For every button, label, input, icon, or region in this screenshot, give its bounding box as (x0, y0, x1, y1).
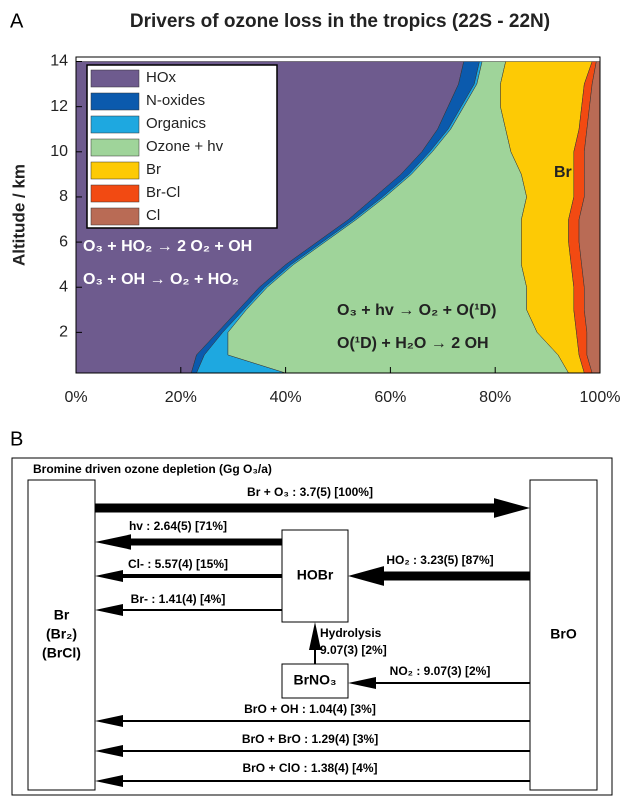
y-tick-label: 4 (59, 278, 68, 295)
legend-swatch (90, 161, 140, 180)
node-label: BrNO₃ (293, 672, 336, 688)
panel-label: A (10, 10, 24, 32)
edge-label: Br- : 1.41(4) [4%] (131, 592, 226, 606)
edge-label: BrO + ClO : 1.38(4) [4%] (242, 761, 377, 775)
legend-label: Br (146, 161, 161, 178)
node-label: Br (54, 607, 70, 623)
annotation: Br (554, 164, 572, 181)
legend-swatch (90, 207, 140, 226)
node-label: (BrCl) (42, 645, 81, 661)
y-tick-label: 8 (59, 188, 68, 205)
legend-swatch (90, 115, 140, 134)
y-axis-label: Altitude / km (9, 164, 28, 266)
arrow-head (95, 745, 123, 757)
area (578, 61, 600, 373)
annotation: O₃ + hv → O₂ + O(¹D) (337, 302, 496, 319)
legend-swatch (90, 184, 140, 203)
annotation: O(¹D) + H₂O → 2 OH (337, 335, 489, 352)
edge-label: BrO + OH : 1.04(4) [3%] (244, 702, 376, 716)
node-box (281, 663, 349, 699)
arrow-head (309, 622, 321, 650)
y-tick-label: 2 (59, 324, 68, 341)
edge-label: 9.07(3) [2%] (320, 643, 387, 657)
plot-frame (75, 56, 601, 374)
arrow-head (494, 498, 530, 518)
edge-label: Hydrolysis (320, 626, 382, 640)
node-box (27, 479, 96, 791)
legend-swatch (90, 69, 140, 88)
arrow-head (348, 566, 384, 586)
arrow-head (95, 715, 123, 727)
node-box (281, 529, 349, 623)
x-tick-label: 40% (270, 389, 302, 406)
node-label: BrO (550, 626, 577, 642)
annotation: O₃ + HO₂ → 2 O₂ + OH (83, 238, 252, 255)
legend-swatch (90, 138, 140, 157)
legend-label: HOx (146, 69, 177, 86)
y-tick-label: 12 (50, 98, 68, 115)
edge-label: Cl- : 5.57(4) [15%] (128, 557, 228, 571)
y-tick-label: 10 (50, 143, 68, 160)
legend-label: Cl (146, 207, 160, 224)
x-tick-label: 80% (479, 389, 511, 406)
arrow-head (348, 677, 376, 689)
legend-label: N-oxides (146, 92, 205, 109)
x-tick-label: 20% (165, 389, 197, 406)
edge-label: BrO + BrO : 1.29(4) [3%] (242, 732, 378, 746)
legend-label: Br-Cl (146, 184, 180, 201)
x-tick-label: 0% (64, 389, 87, 406)
arrow-head (95, 604, 123, 616)
edge-label: Br + O₃ : 3.7(5) [100%] (247, 485, 373, 499)
legend-swatch (90, 92, 140, 111)
node-label: (Br₂) (46, 626, 77, 642)
legend-label: Organics (146, 115, 206, 132)
arrow-head (95, 775, 123, 787)
edge-label: NO₂ : 9.07(3) [2%] (390, 664, 491, 678)
legend-label: Ozone + hv (146, 138, 224, 155)
y-tick-label: 6 (59, 233, 68, 250)
panel-label: B (10, 428, 23, 450)
arrow-head (95, 570, 123, 582)
arrow-head (95, 534, 131, 550)
diagram-frame (11, 457, 613, 796)
edge-label: hv : 2.64(5) [71%] (129, 519, 227, 533)
y-tick-label: 14 (50, 53, 68, 70)
diagram-title: Bromine driven ozone depletion (Gg O₃/a) (33, 462, 272, 476)
annotation: O₃ + OH → O₂ + HO₂ (83, 271, 239, 288)
edge-label: HO₂ : 3.23(5) [87%] (386, 553, 493, 567)
x-tick-label: 60% (374, 389, 406, 406)
node-box (529, 479, 598, 791)
node-label: HOBr (297, 567, 334, 583)
x-tick-label: 100% (580, 389, 621, 406)
chart-title: Drivers of ozone loss in the tropics (22… (130, 11, 550, 32)
